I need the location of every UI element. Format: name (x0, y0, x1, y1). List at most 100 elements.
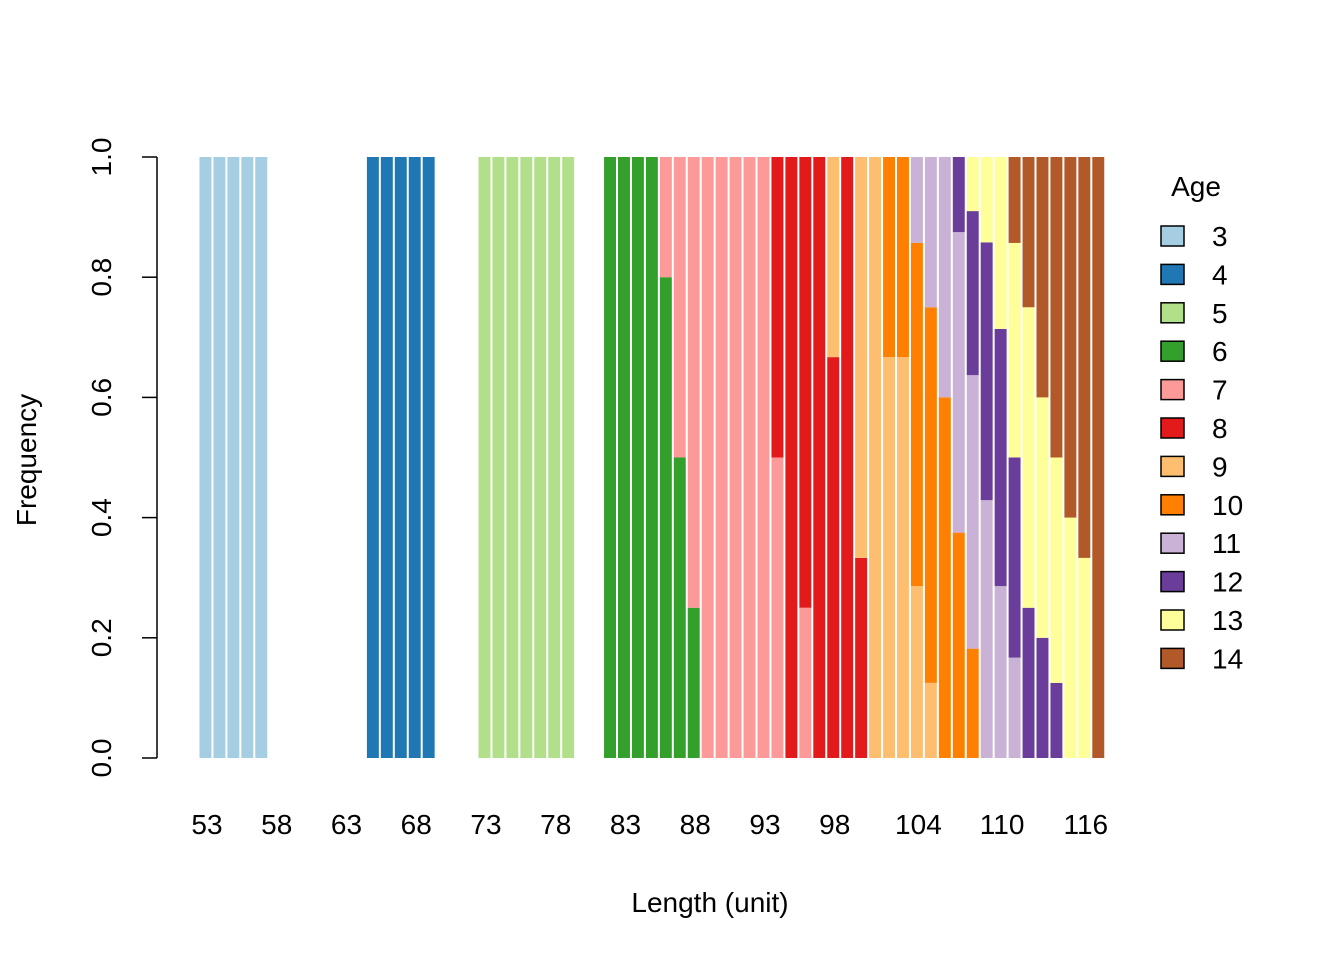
bar-segment-len89-age7 (701, 157, 714, 758)
bar-segment-len108-age10 (966, 648, 979, 758)
bars-layer (199, 157, 1105, 759)
legend-swatch-age-8 (1160, 417, 1185, 439)
bar-segment-len98-age8 (827, 357, 840, 758)
bar-segment-len113-age12 (1036, 637, 1049, 758)
bar-segment-len69-age4 (422, 157, 435, 758)
x-tick-label: 78 (540, 809, 571, 840)
bar-segment-len110-age13 (994, 157, 1007, 329)
bar-segment-len114-age13 (1050, 457, 1063, 683)
bar-segment-len77-age5 (534, 157, 547, 758)
bar-segment-len112-age12 (1022, 607, 1035, 758)
bar-segment-len107-age10 (952, 532, 965, 759)
bar-segment-len103-age9 (897, 357, 909, 758)
bar-segment-len91-age7 (729, 157, 742, 758)
bar-segment-len76-age5 (520, 157, 533, 758)
x-tick-label: 98 (819, 809, 850, 840)
bar-segment-len110-age11 (994, 586, 1007, 758)
bar-segment-len108-age13 (966, 157, 979, 212)
bar-segment-len95-age8 (785, 157, 798, 758)
x-tick-label: 116 (1063, 809, 1108, 840)
bar-segment-len109-age11 (980, 500, 993, 758)
legend-swatch-age-4 (1160, 263, 1185, 286)
legend-label-age-11: 11 (1212, 528, 1241, 559)
bar-segment-len87-age6 (673, 457, 686, 758)
bar-segment-len116-age13 (1078, 557, 1091, 758)
x-tick-label: 104 (895, 809, 942, 840)
legend-label-age-13: 13 (1212, 605, 1243, 636)
bar-segment-len113-age14 (1036, 157, 1049, 398)
x-tick-label: 83 (610, 809, 641, 840)
bar-segment-len105-age11 (924, 157, 937, 308)
bar-segment-len87-age7 (673, 157, 686, 458)
bar-segment-len102-age9 (883, 357, 895, 758)
bar-segment-len104-age9 (910, 586, 923, 758)
y-tick-label: 1.0 (86, 138, 117, 177)
bar-segment-len96-age7 (799, 607, 812, 758)
bar-segment-len116-age14 (1078, 157, 1091, 558)
bar-segment-len109-age12 (980, 242, 993, 501)
bar-segment-len68-age4 (408, 157, 421, 758)
bar-segment-len88-age6 (687, 607, 700, 758)
legend: Age 3 4 5 6 7 8 9 10 11 12 13 14 (1160, 171, 1243, 674)
bar-segment-len94-age7 (771, 457, 784, 758)
x-tick-label: 58 (261, 809, 292, 840)
legend-swatch-age-14 (1160, 647, 1185, 670)
x-tick-label: 68 (401, 809, 432, 840)
bar-segment-len55-age3 (227, 157, 240, 758)
y-tick-label: 0.2 (86, 618, 117, 657)
bar-segment-len57-age3 (255, 157, 268, 758)
x-tick-label: 73 (470, 809, 501, 840)
legend-label-age-4: 4 (1212, 259, 1228, 290)
bar-segment-len104-age11 (910, 157, 923, 243)
legend-swatch-age-10 (1160, 494, 1185, 516)
legend-label-age-6: 6 (1212, 336, 1228, 367)
bar-segment-len106-age10 (938, 397, 951, 758)
bar-segment-len79-age5 (562, 157, 575, 758)
legend-label-age-3: 3 (1212, 221, 1228, 252)
bar-segment-len98-age9 (827, 157, 840, 358)
bar-segment-len88-age7 (687, 157, 700, 608)
x-tick-label: 88 (680, 809, 711, 840)
bar-segment-len86-age7 (659, 157, 672, 278)
legend-label-age-8: 8 (1212, 413, 1228, 444)
bar-segment-len105-age9 (924, 682, 937, 759)
bar-segment-len56-age3 (241, 157, 254, 758)
bar-segment-len96-age8 (799, 157, 812, 608)
bar-segment-len99-age8 (841, 157, 854, 758)
bar-segment-len110-age12 (994, 328, 1007, 587)
x-tick-label: 53 (191, 809, 222, 840)
bar-segment-len111-age13 (1008, 242, 1021, 458)
bar-segment-len111-age14 (1008, 157, 1021, 243)
legend-title: Age (1171, 171, 1221, 202)
x-tick-label: 110 (980, 809, 1025, 840)
bar-segment-len113-age13 (1036, 397, 1049, 638)
bar-segment-len115-age13 (1064, 517, 1077, 758)
bar-segment-len84-age6 (631, 157, 644, 758)
legend-swatch-age-7 (1160, 378, 1185, 401)
bar-segment-len103-age10 (897, 157, 909, 358)
bar-segment-len94-age8 (771, 157, 784, 458)
bar-segment-len82-age6 (604, 157, 616, 758)
bar-segment-len73-age5 (478, 157, 491, 758)
y-tick-label: 0.8 (86, 258, 117, 297)
legend-label-age-12: 12 (1212, 567, 1243, 598)
bar-segment-len86-age6 (659, 277, 672, 758)
legend-swatch-age-9 (1160, 455, 1185, 478)
bar-segment-len112-age14 (1022, 157, 1035, 308)
bar-segment-len107-age12 (952, 157, 965, 233)
bar-segment-len75-age5 (506, 157, 519, 758)
legend-swatch-age-12 (1160, 570, 1185, 593)
bar-segment-len106-age11 (938, 157, 951, 398)
bar-segment-len65-age4 (366, 157, 379, 758)
y-tick-label: 0.0 (86, 739, 117, 778)
bar-segment-len112-age13 (1022, 307, 1035, 608)
bar-segment-len108-age12 (966, 211, 979, 376)
bar-segment-len117-age14 (1092, 157, 1105, 758)
bar-segment-len66-age4 (380, 157, 393, 758)
x-axis: 53 58 63 68 73 78 83 88 93 98 104 110 116 (191, 809, 1108, 840)
bar-segment-len111-age12 (1008, 457, 1021, 658)
bar-segment-len107-age11 (952, 232, 965, 533)
bar-segment-len53-age3 (199, 157, 212, 758)
bar-segment-len83-age6 (618, 157, 630, 758)
